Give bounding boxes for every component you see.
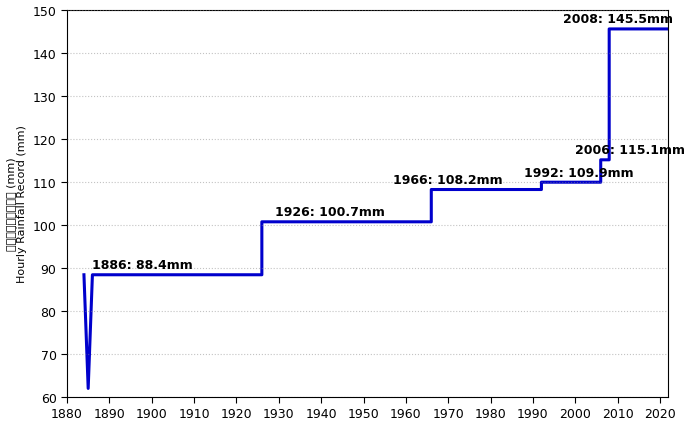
Text: 1966: 108.2mm: 1966: 108.2mm (393, 174, 503, 187)
Text: 1886: 88.4mm: 1886: 88.4mm (92, 259, 193, 272)
Text: 2006: 115.1mm: 2006: 115.1mm (575, 144, 685, 157)
Text: 1992: 109.9mm: 1992: 109.9mm (524, 167, 634, 179)
Text: 2008: 145.5mm: 2008: 145.5mm (563, 14, 673, 26)
Text: 1926: 100.7mm: 1926: 100.7mm (274, 206, 384, 219)
Y-axis label: 一小時雨量最高紀錄 (mm)
Hourly Rainfall Record (mm): 一小時雨量最高紀錄 (mm) Hourly Rainfall Record (m… (6, 125, 27, 282)
